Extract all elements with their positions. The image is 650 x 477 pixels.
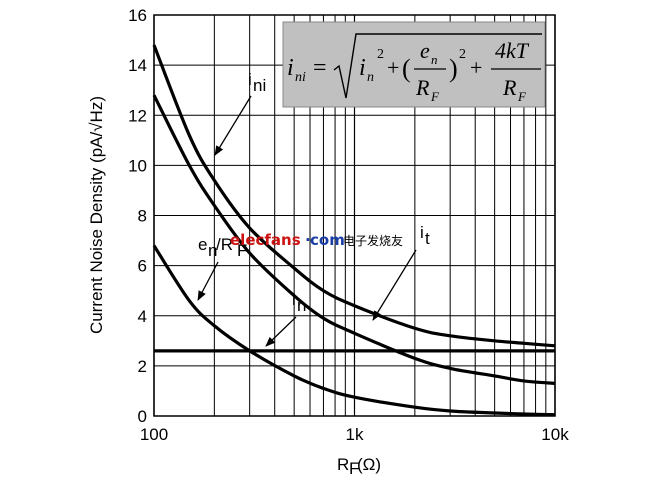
sqrt-sign <box>333 33 542 99</box>
frac1-num-sub: n <box>431 52 438 67</box>
x-axis-title-sub: F <box>349 459 359 477</box>
y-tick-label: 4 <box>138 307 147 326</box>
x-axis-title-main: R <box>337 455 349 474</box>
y-tick-label: 6 <box>138 257 147 276</box>
series-line-ini <box>152 44 556 348</box>
y-tick-label: 14 <box>128 56 147 75</box>
y-tick-label: 8 <box>138 207 147 226</box>
label-it-main: i <box>420 223 424 242</box>
x-axis-title-unit: (Ω) <box>357 455 381 474</box>
x-axis-title: R F (Ω) <box>337 455 381 477</box>
formula-box <box>282 21 546 108</box>
y-tick-label: 10 <box>128 156 147 175</box>
watermark-dot: · <box>305 231 311 249</box>
formula-sq2: 2 <box>459 47 466 62</box>
formula-close: ) <box>449 54 458 83</box>
formula-sq1: 2 <box>377 47 384 62</box>
arrow-in <box>265 316 297 347</box>
label-en-main: e <box>198 235 207 254</box>
label-ini-main: i <box>248 70 252 89</box>
formula-eq: = <box>313 55 327 81</box>
label-it-sub: t <box>425 229 430 248</box>
frac2-den: R <box>502 75 517 100</box>
y-tick-label: 0 <box>138 407 147 426</box>
y-tick-label: 16 <box>128 6 147 25</box>
arrow-it <box>372 249 417 321</box>
series-layer <box>152 44 556 417</box>
formula-term1: i <box>359 55 366 81</box>
plot-frame <box>153 14 556 417</box>
series-line-en-rf <box>152 94 556 386</box>
watermark-cn: 电子发烧友 <box>343 233 403 248</box>
label-ini: i ni <box>248 70 266 95</box>
formula-term1-sub: n <box>367 70 374 85</box>
frac1-num: e <box>420 38 430 63</box>
frac1-den-sub: F <box>430 89 440 104</box>
formula-lhs: i <box>287 55 294 81</box>
arrow-ini <box>214 95 252 156</box>
y-tick-label: 2 <box>138 357 147 376</box>
formula-plus1: + <box>387 55 399 80</box>
label-en-rf: e n /R F <box>198 235 247 260</box>
label-it: i t <box>420 223 430 248</box>
formula: i ni = i n 2 + ( e n R F ) 2 + 4kT R F <box>287 33 542 104</box>
frac2-num: 4kT <box>495 38 530 63</box>
x-tick-label: 10k <box>541 425 569 444</box>
label-in-sub: n <box>297 296 306 315</box>
x-tick-label: 100 <box>140 425 168 444</box>
label-ini-sub: ni <box>253 76 266 95</box>
ticks-layer: 0 2 4 6 8 10 12 14 16 100 1k 10k <box>128 6 569 444</box>
formula-open: ( <box>402 54 411 83</box>
label-en-sub: n <box>208 241 217 260</box>
watermark: elecfans · com 电子发烧友 <box>230 231 403 249</box>
formula-plus2: + <box>470 55 482 80</box>
watermark-brand: elecfans <box>230 231 301 249</box>
watermark-domain: com <box>310 231 345 249</box>
label-in-main: i <box>292 290 296 309</box>
arrow-en-rf <box>197 261 219 301</box>
label-en-rest: /R <box>216 235 233 254</box>
y-tick-label: 12 <box>128 106 147 125</box>
y-axis-title: Current Noise Density (pA/√Hz) <box>87 96 106 334</box>
x-tick-label: 1k <box>346 425 364 444</box>
frac1-den: R <box>415 75 430 100</box>
series-line-it <box>152 244 556 417</box>
label-en-sub2: F <box>237 241 247 260</box>
formula-lhs-sub: ni <box>295 70 306 85</box>
label-in: i n <box>292 290 306 315</box>
frac2-den-sub: F <box>517 89 527 104</box>
